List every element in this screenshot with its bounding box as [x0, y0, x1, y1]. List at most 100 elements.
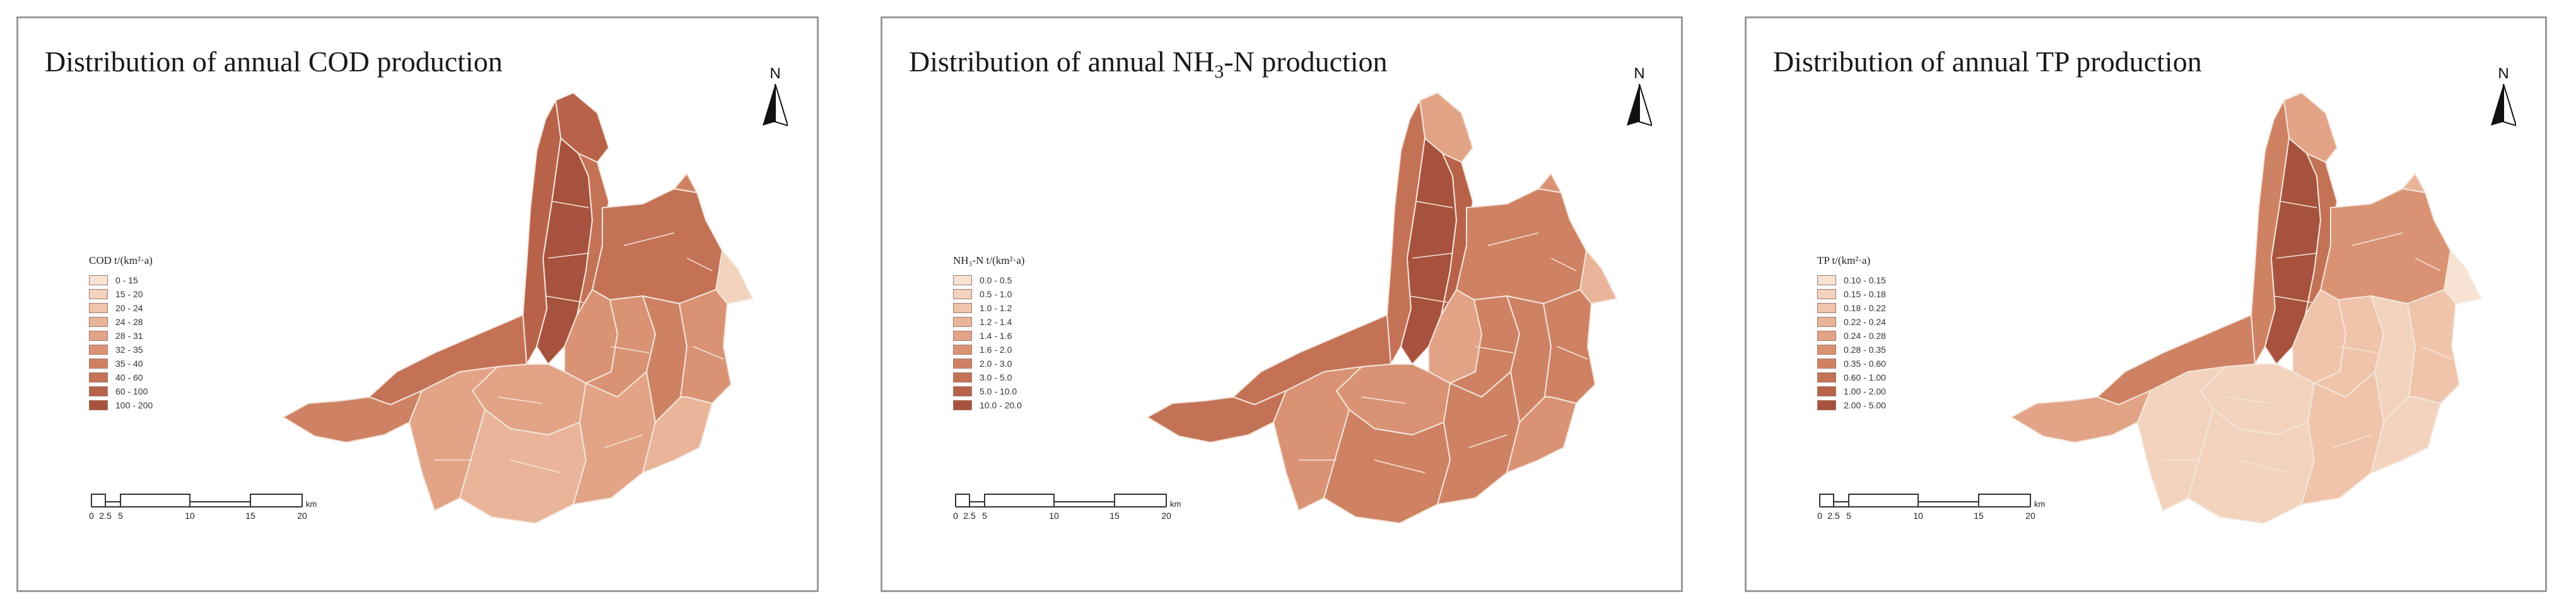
legend-title: NH₃-N t/(km²·a)	[953, 254, 1025, 266]
legend-title: TP t/(km²·a)	[1817, 254, 1871, 266]
scale-tick-label: 20	[2025, 511, 2035, 521]
region-east-block	[1455, 187, 1588, 305]
legend-item: 100 - 200	[89, 398, 153, 412]
scale-segment	[1833, 501, 1849, 507]
legend-swatch	[1817, 331, 1836, 341]
legend-label: 1.6 - 2.0	[980, 345, 1012, 355]
legend-item: 0.22 - 0.24	[1817, 315, 1886, 329]
legend-label: 3.0 - 5.0	[980, 372, 1012, 383]
sub-boundary-line	[1361, 396, 1407, 404]
legend: TP t/(km²·a) 0.10 - 0.15 0.15 - 0.18 0.18 …	[1817, 254, 1886, 412]
legend-item: 15 - 20	[89, 287, 153, 301]
legend-swatch	[1817, 345, 1836, 355]
legend-label: 0.35 - 0.60	[1844, 359, 1886, 369]
legend-swatch	[89, 359, 108, 369]
sub-boundary-line	[1415, 201, 1453, 208]
scale-segment	[1053, 501, 1115, 507]
legend-item: 0.18 - 0.22	[1817, 301, 1886, 315]
sub-boundary-line	[2273, 295, 2312, 303]
legend-label: 35 - 40	[115, 359, 143, 369]
scale-tick-label: 5	[118, 511, 123, 521]
region-south-tail	[2370, 396, 2442, 474]
legend-label: 0.60 - 1.00	[1844, 372, 1886, 383]
legend-swatch	[89, 303, 108, 313]
legend-label: 0.15 - 0.18	[1844, 289, 1886, 299]
legend-item: 24 - 28	[89, 315, 153, 329]
legend-item: 3.0 - 5.0	[953, 371, 1024, 384]
legend-label: 0.10 - 0.15	[1844, 275, 1886, 285]
legend-swatch	[1817, 317, 1836, 327]
scale-segment	[250, 494, 303, 507]
legend-swatch	[953, 317, 972, 327]
north-arrow: N	[1620, 65, 1658, 134]
legend-item: 20 - 24	[89, 301, 153, 315]
legend-label: 28 - 31	[115, 331, 143, 341]
legend-item: 0.15 - 0.18	[1817, 287, 1886, 301]
legend-item: 1.0 - 1.2	[953, 301, 1024, 315]
scale-tick-label: 15	[1974, 511, 1984, 521]
scale-tick-label: 10	[1913, 511, 1923, 521]
legend-swatch	[89, 372, 108, 383]
sub-boundary-line	[2238, 460, 2290, 473]
region-far-east	[1579, 249, 1618, 305]
north-arrow-icon	[2491, 84, 2516, 127]
sub-boundary-line	[1487, 232, 1539, 246]
legend-swatch	[89, 331, 108, 341]
scale-unit: km	[2034, 499, 2046, 509]
legend-swatch	[953, 289, 972, 299]
north-arrow-icon	[1627, 84, 1652, 127]
region-east-lower	[2406, 288, 2461, 405]
legend-label: 0.5 - 1.0	[980, 289, 1012, 299]
legend-swatch	[1817, 275, 1836, 285]
legend-label: 15 - 20	[115, 289, 143, 299]
scale-tick-label: 20	[1161, 511, 1171, 521]
legend-item: 5.0 - 10.0	[953, 384, 1024, 398]
sub-boundary-line	[1550, 258, 1577, 271]
choropleth-map	[1145, 92, 1618, 525]
legend-item: 0.35 - 0.60	[1817, 357, 1886, 371]
legend-label: 1.0 - 1.2	[980, 303, 1012, 313]
scale-tick-label: 0	[1817, 511, 1822, 521]
legend-item: 2.0 - 3.0	[953, 357, 1024, 371]
scale-segment	[1978, 494, 2031, 507]
sub-boundary-line	[1557, 346, 1588, 360]
legend-item: 35 - 40	[89, 357, 153, 371]
legend-label: 0.24 - 0.28	[1844, 331, 1886, 341]
legend-label: 24 - 28	[115, 317, 143, 327]
north-label: N	[1634, 65, 1645, 82]
legend: COD t/(km²·a) 0 - 15 15 - 20 20 - 24 24 - 2…	[89, 254, 153, 412]
sub-boundary-line	[693, 346, 724, 360]
scale-tick-label: 2.5	[963, 511, 976, 521]
sub-boundary-line	[1468, 434, 1508, 448]
scale-tick-label: 10	[185, 511, 195, 521]
north-label: N	[2498, 65, 2509, 82]
scale-segment	[120, 494, 190, 507]
map-panel-tp: Distribution of annual TP production N T…	[1745, 16, 2547, 592]
region-far-east	[2443, 249, 2482, 305]
legend-label: 1.4 - 1.6	[980, 331, 1012, 341]
scale-tick-label: 2.5	[1827, 511, 1840, 521]
region-east-small	[673, 172, 698, 194]
region-far-east	[715, 249, 754, 305]
scale-segment	[189, 501, 251, 507]
scale-bar-graphic	[91, 494, 303, 507]
region-east-block	[2319, 187, 2452, 305]
legend-item: 2.00 - 5.00	[1817, 398, 1886, 412]
sub-boundary-line	[510, 460, 561, 473]
sub-boundary-line	[545, 295, 584, 303]
legend-label: 100 - 200	[115, 400, 153, 410]
sub-boundary-line	[1374, 460, 1426, 473]
scale-segment	[1917, 501, 1979, 507]
legend-swatch	[89, 275, 108, 285]
legend-swatch	[953, 345, 972, 355]
legend-swatch	[953, 331, 972, 341]
legend-item: 40 - 60	[89, 371, 153, 384]
legend-item: 0 - 15	[89, 273, 153, 287]
legend-label: 1.2 - 1.4	[980, 317, 1012, 327]
north-arrow: N	[2485, 65, 2522, 134]
legend-item: 28 - 31	[89, 329, 153, 343]
region-east-lower	[1542, 288, 1596, 405]
legend-swatch	[89, 345, 108, 355]
scale-bar: 0 2.5 5 10 15 20 km	[86, 490, 317, 528]
legend-swatch	[953, 303, 972, 313]
